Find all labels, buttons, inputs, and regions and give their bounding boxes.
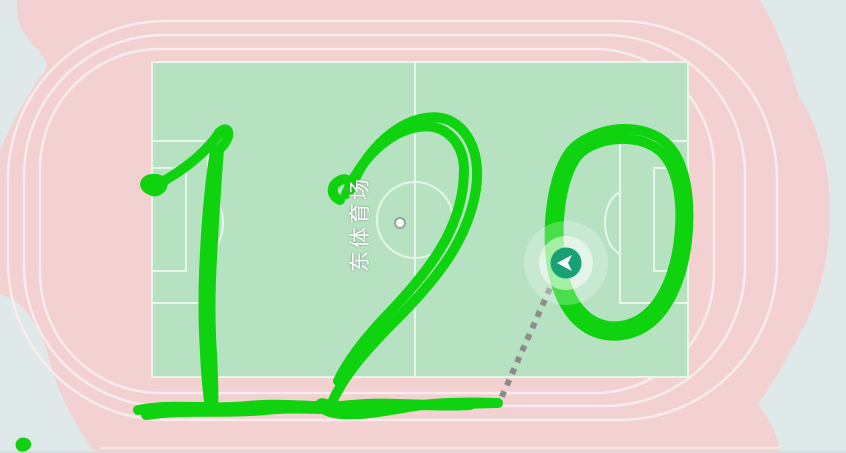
lane-line-outer: [6, 19, 779, 422]
route-digit0-loop-a: [544, 124, 694, 341]
route-digit0-loop-b: [553, 133, 686, 332]
navigation-arrow-icon: [557, 255, 572, 271]
stadium-label: 东体育场: [349, 176, 372, 272]
current-position-marker[interactable]: [524, 221, 608, 305]
route-digit1-flag: [148, 128, 224, 192]
route-baseline-loop: [314, 397, 502, 420]
left-goal-box: [152, 167, 187, 272]
lane-line-inner: [38, 47, 716, 395]
route-digit1-stem-b: [205, 145, 224, 412]
route-connector-dashed-line: [496, 275, 558, 405]
route-digit2-echo: [333, 121, 469, 386]
route-digit1-stem-a: [198, 147, 220, 413]
map-bottom-edge: [0, 451, 846, 453]
track-lane-lines: [6, 19, 780, 450]
poi-dot: [394, 217, 406, 229]
route-trace-120: [133, 112, 694, 420]
route-fragment-blob: [15, 437, 32, 452]
right-penalty-arc: [604, 191, 621, 255]
